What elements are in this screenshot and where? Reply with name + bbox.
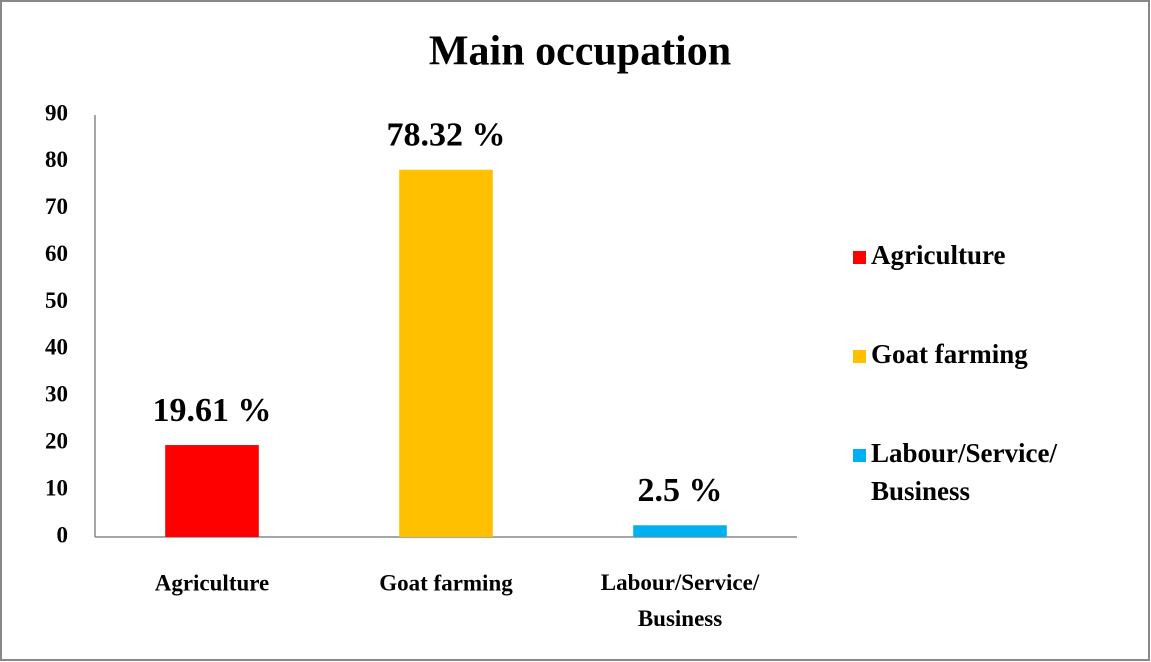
y-tick-label: 60 — [45, 241, 68, 266]
x-tick-label: Agriculture — [155, 570, 270, 595]
y-tick-label: 70 — [45, 194, 68, 219]
legend-label: Labour/Service/Business — [871, 438, 1057, 506]
x-tick-label: Labour/Service/Business — [601, 570, 760, 631]
y-tick-label: 90 — [45, 100, 68, 125]
legend-swatch — [853, 350, 866, 363]
y-tick-label: 0 — [57, 522, 69, 547]
y-tick-label: 80 — [45, 147, 68, 172]
bar — [399, 169, 493, 537]
bar — [165, 445, 259, 537]
data-label: 78.32 % — [387, 117, 506, 154]
legend-label: Agriculture — [871, 240, 1005, 270]
legend-label: Goat farming — [871, 339, 1028, 369]
chart-title: Main occupation — [429, 29, 731, 75]
bar — [633, 525, 727, 537]
legend-swatch — [853, 449, 866, 462]
y-tick-label: 40 — [45, 335, 68, 360]
y-tick-label: 10 — [45, 475, 68, 500]
legend-swatch — [853, 251, 866, 264]
data-label: 19.61 % — [153, 392, 272, 429]
data-label: 2.5 % — [638, 472, 723, 509]
y-tick-label: 20 — [45, 429, 68, 454]
y-tick-label: 50 — [45, 288, 68, 313]
x-tick-label: Goat farming — [379, 570, 513, 595]
y-tick-label: 30 — [45, 382, 68, 407]
